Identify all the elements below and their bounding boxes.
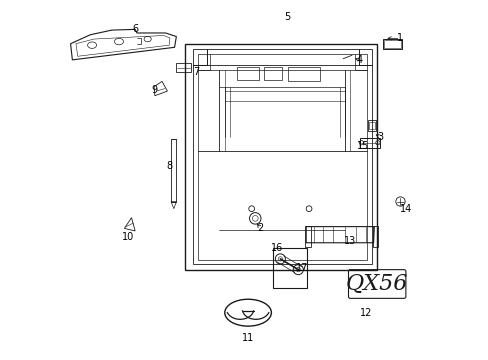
Text: 1: 1 xyxy=(397,33,403,43)
Text: 5: 5 xyxy=(284,12,290,22)
Text: 14: 14 xyxy=(399,204,411,214)
Bar xyxy=(372,226,377,247)
Bar xyxy=(237,67,258,80)
Bar xyxy=(305,226,310,247)
Bar xyxy=(287,67,319,81)
Text: 3: 3 xyxy=(377,132,383,142)
Text: QX56: QX56 xyxy=(346,273,407,295)
Text: 10: 10 xyxy=(122,232,134,242)
Text: 6: 6 xyxy=(132,24,138,35)
Text: 4: 4 xyxy=(355,55,362,65)
Text: 16: 16 xyxy=(270,243,283,253)
Text: 11: 11 xyxy=(242,333,254,343)
Text: 12: 12 xyxy=(360,308,372,318)
Bar xyxy=(273,248,306,288)
Text: 9: 9 xyxy=(151,85,158,95)
Bar xyxy=(368,122,374,130)
Bar xyxy=(264,67,282,80)
Text: 15: 15 xyxy=(356,141,368,151)
Bar xyxy=(367,121,375,131)
Text: 8: 8 xyxy=(166,161,172,171)
Text: 17: 17 xyxy=(295,263,307,273)
Bar xyxy=(382,39,402,49)
Bar xyxy=(359,138,379,148)
Text: 13: 13 xyxy=(344,236,356,246)
Bar xyxy=(171,139,176,202)
Bar xyxy=(176,63,190,72)
Text: 2: 2 xyxy=(257,224,263,233)
Text: 7: 7 xyxy=(193,67,199,77)
Bar xyxy=(383,40,400,48)
